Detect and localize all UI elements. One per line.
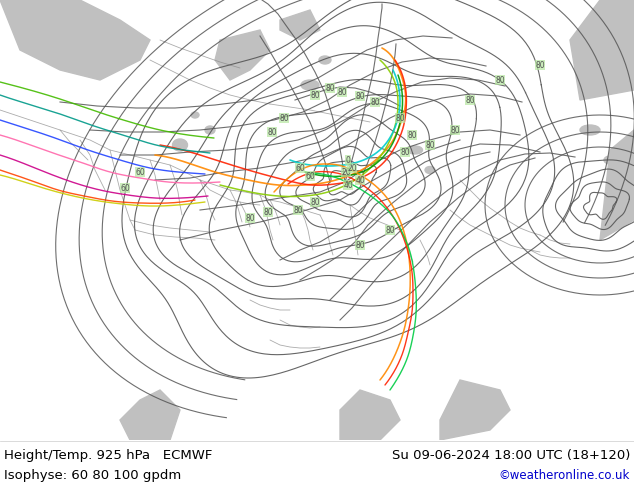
Text: 80: 80 xyxy=(535,60,545,70)
Text: 80: 80 xyxy=(279,114,289,122)
Polygon shape xyxy=(600,130,634,240)
Text: 80: 80 xyxy=(450,125,460,134)
Polygon shape xyxy=(440,380,510,440)
Ellipse shape xyxy=(172,139,188,151)
Text: 20: 20 xyxy=(341,168,351,176)
Text: 60: 60 xyxy=(295,164,305,172)
Text: 80: 80 xyxy=(370,98,380,106)
Text: 80: 80 xyxy=(425,141,435,149)
Text: 80: 80 xyxy=(355,92,365,100)
Text: 80: 80 xyxy=(310,91,320,99)
Text: Height/Temp. 925 hPa   ECMWF: Height/Temp. 925 hPa ECMWF xyxy=(4,448,212,462)
Ellipse shape xyxy=(319,56,331,64)
Text: ©weatheronline.co.uk: ©weatheronline.co.uk xyxy=(498,468,630,482)
Text: 80: 80 xyxy=(465,96,475,104)
Text: 20: 20 xyxy=(347,164,357,172)
Text: 80: 80 xyxy=(325,83,335,93)
Ellipse shape xyxy=(425,167,435,173)
Text: 80: 80 xyxy=(337,88,347,97)
Text: 80: 80 xyxy=(355,241,365,249)
Text: Su 09-06-2024 18:00 UTC (18+120): Su 09-06-2024 18:00 UTC (18+120) xyxy=(392,448,630,462)
Text: 40: 40 xyxy=(355,175,365,185)
Text: 80: 80 xyxy=(385,225,395,235)
Polygon shape xyxy=(0,0,150,80)
Ellipse shape xyxy=(580,125,600,135)
Ellipse shape xyxy=(408,146,422,154)
Ellipse shape xyxy=(301,80,319,90)
Text: 60: 60 xyxy=(305,172,315,180)
Text: 80: 80 xyxy=(267,127,277,137)
Text: 80: 80 xyxy=(495,75,505,84)
Ellipse shape xyxy=(205,126,215,134)
Text: 80: 80 xyxy=(245,214,255,222)
Polygon shape xyxy=(570,0,634,100)
Text: 80: 80 xyxy=(400,147,410,156)
Text: 80: 80 xyxy=(407,130,417,140)
Text: 40: 40 xyxy=(343,180,353,190)
Text: 0: 0 xyxy=(346,155,351,165)
Ellipse shape xyxy=(191,112,199,118)
Polygon shape xyxy=(340,390,400,440)
Text: 80: 80 xyxy=(263,207,273,217)
Text: 80: 80 xyxy=(310,197,320,206)
Text: Isophyse: 60 80 100 gpdm: Isophyse: 60 80 100 gpdm xyxy=(4,468,181,482)
Text: 60: 60 xyxy=(120,183,130,193)
Polygon shape xyxy=(215,30,270,80)
Polygon shape xyxy=(120,390,180,440)
Text: 60: 60 xyxy=(135,168,145,176)
Text: 80: 80 xyxy=(293,205,303,215)
Text: 80: 80 xyxy=(395,114,405,122)
Polygon shape xyxy=(280,10,320,40)
Ellipse shape xyxy=(604,156,616,164)
